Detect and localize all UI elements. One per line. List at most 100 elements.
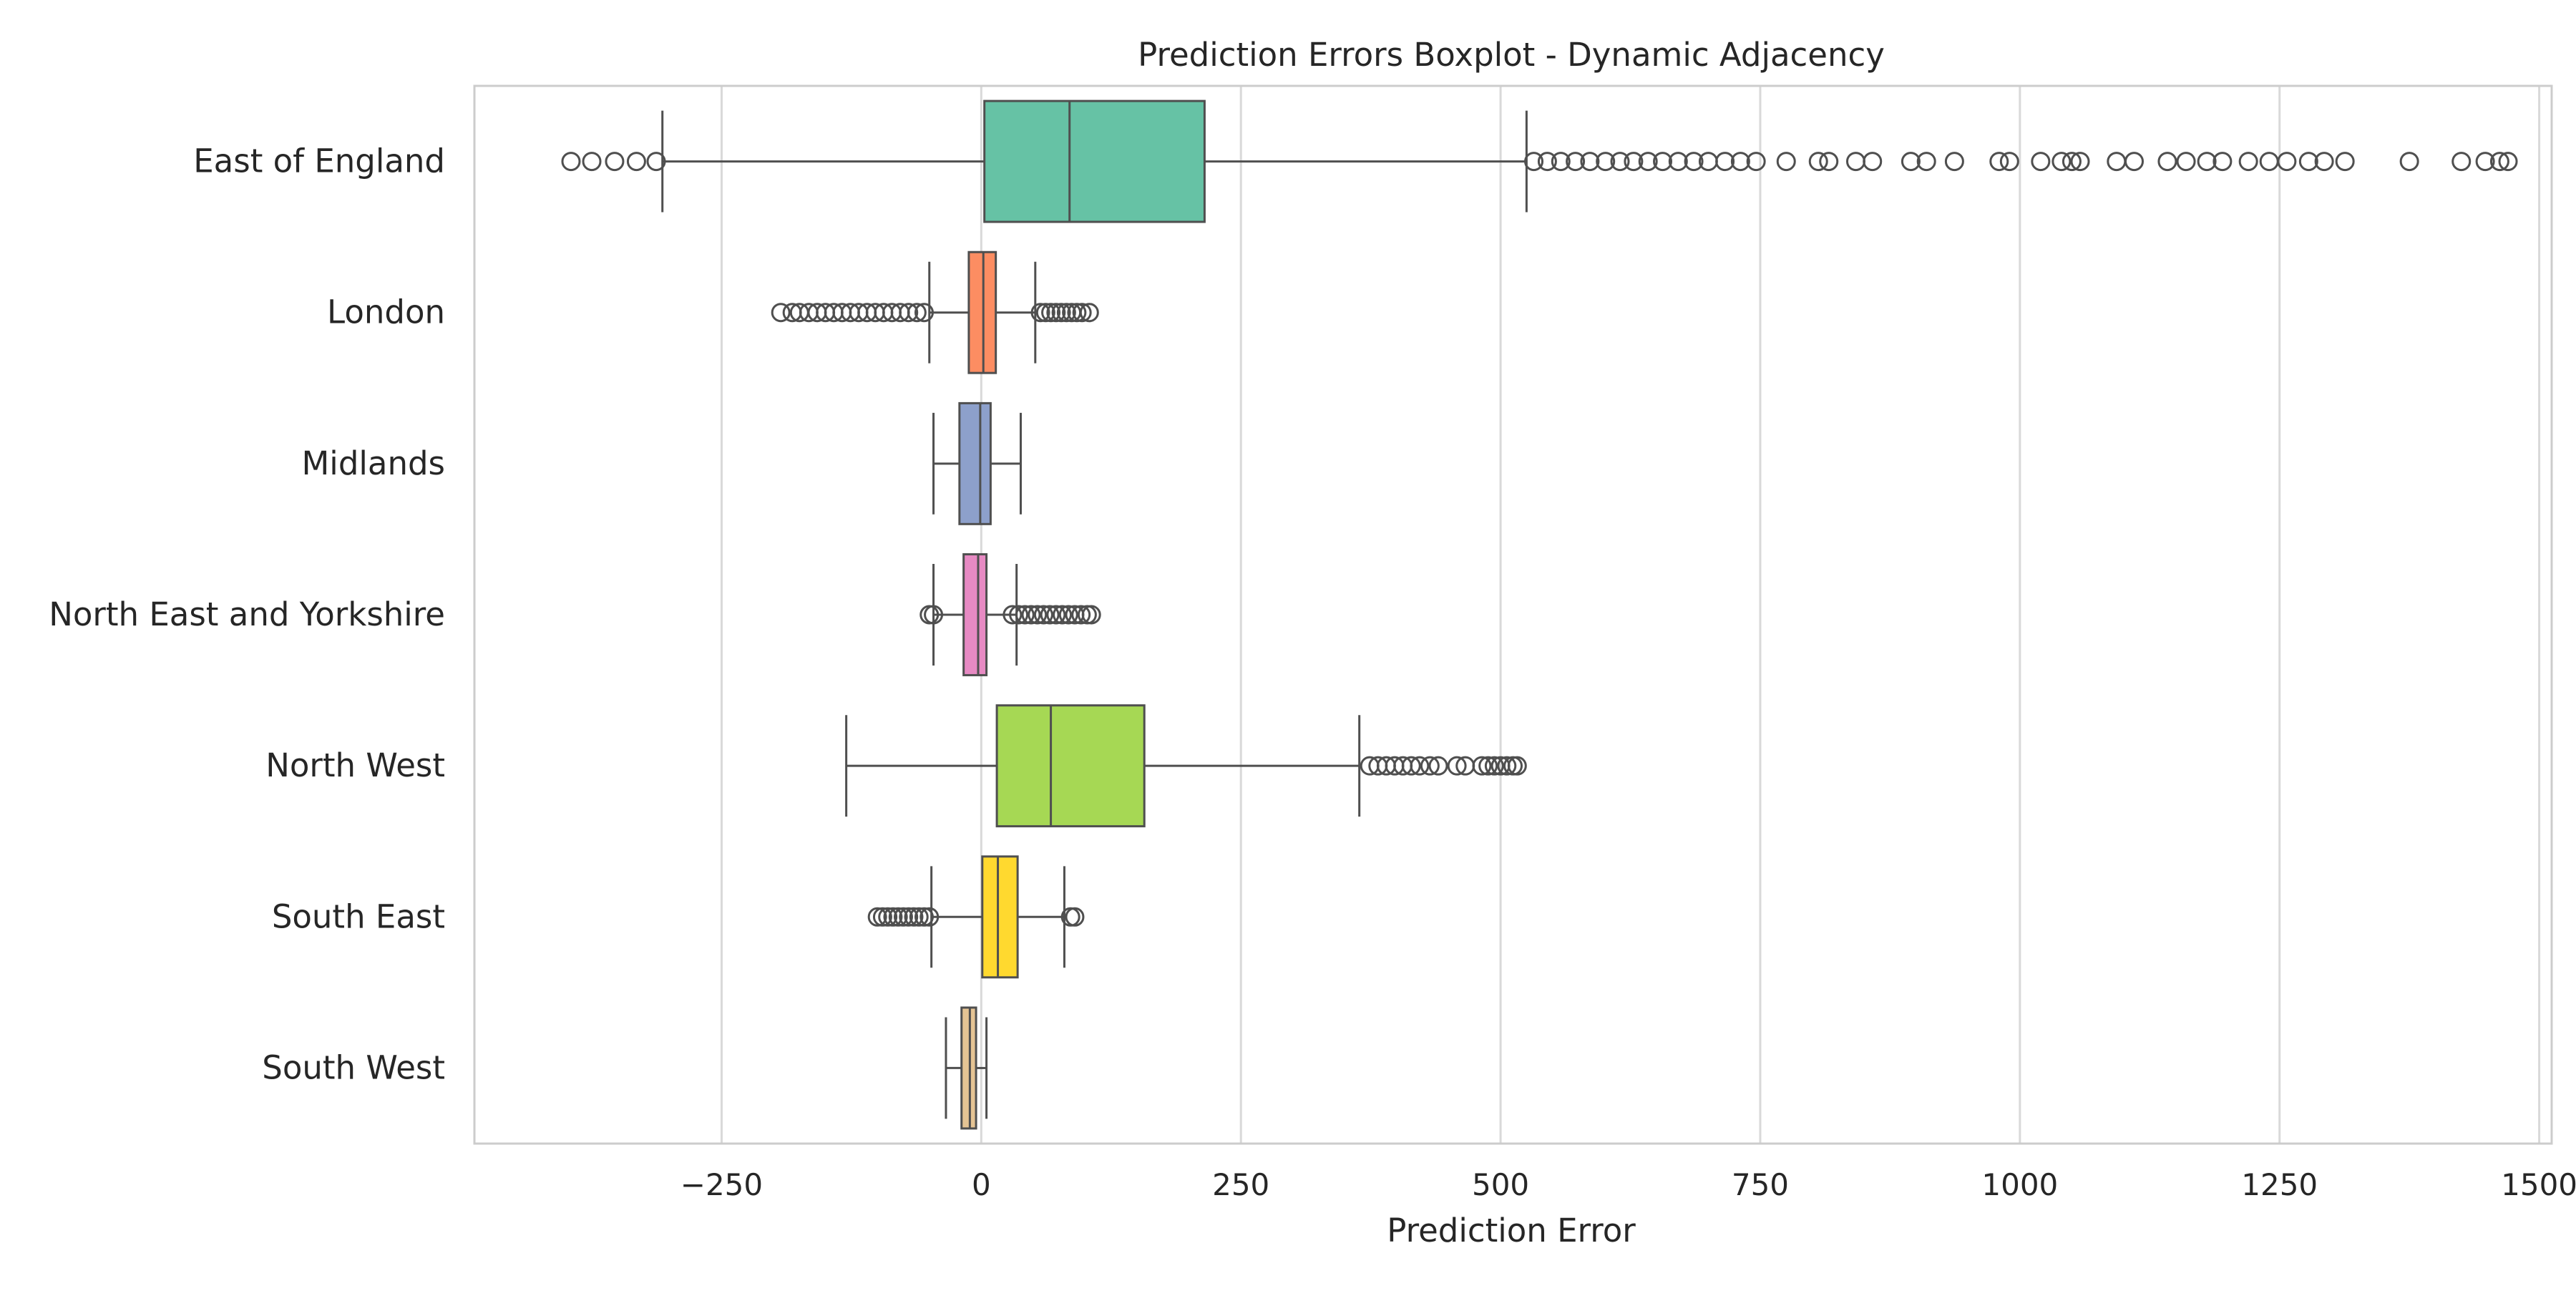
outlier-point: [1053, 605, 1073, 625]
box-iqr: [983, 99, 1206, 223]
outlier-point: [1028, 605, 1048, 625]
outlier-point: [1410, 756, 1430, 776]
outlier-point: [1002, 605, 1023, 625]
y-tick-label: North East and Yorkshire: [49, 595, 445, 633]
outlier-point: [1058, 605, 1078, 625]
outlier-point: [1610, 152, 1630, 172]
outlier-point: [1916, 152, 1936, 172]
outlier-point: [1447, 756, 1467, 776]
outlier-point: [1808, 152, 1828, 172]
x-tick-label: 1000: [1981, 1167, 2058, 1202]
outlier-point: [1596, 152, 1616, 172]
box-group: [867, 855, 1085, 979]
outlier-point: [1079, 303, 1099, 323]
outlier-point: [2298, 152, 2318, 172]
box-group: [945, 1006, 988, 1130]
y-tick-label: North West: [265, 746, 445, 784]
outlier-point: [867, 907, 887, 927]
outlier-point: [1067, 303, 1087, 323]
outlier-point: [1497, 756, 1517, 776]
box-layer: [561, 99, 2518, 1130]
outlier-point: [1009, 605, 1029, 625]
outlier-point: [2197, 152, 2217, 172]
outlier-point: [2157, 152, 2177, 172]
outlier-point: [1845, 152, 1865, 172]
outlier-point: [914, 907, 934, 927]
box-group: [845, 704, 1527, 828]
y-tick-label: East of England: [193, 142, 445, 180]
outlier-point: [1041, 303, 1061, 323]
outlier-point: [1819, 152, 1839, 172]
outlier-point: [561, 152, 581, 172]
outlier-point: [872, 907, 892, 927]
x-tick-label: 750: [1732, 1167, 1789, 1202]
y-tick-label: London: [327, 293, 445, 331]
outlier-point: [646, 152, 666, 172]
outlier-point: [907, 303, 927, 323]
box-iqr: [962, 553, 988, 676]
outlier-point: [1035, 303, 1055, 323]
outlier-point: [899, 907, 919, 927]
outlier-point: [1065, 907, 1085, 927]
outlier-point: [899, 303, 919, 323]
outlier-point: [2051, 152, 2072, 172]
outlier-point: [1944, 152, 1964, 172]
outlier-point: [883, 907, 903, 927]
outlier-point: [1730, 152, 1750, 172]
outlier-point: [2335, 152, 2355, 172]
outlier-point: [1684, 152, 1704, 172]
outlier-point: [1046, 605, 1066, 625]
outlier-point: [1580, 152, 1600, 172]
outlier-point: [1524, 152, 1544, 172]
outlier-point: [1056, 303, 1076, 323]
outlier-point: [1901, 152, 1921, 172]
outlier-point: [888, 907, 908, 927]
outlier-point: [2212, 152, 2233, 172]
outlier-point: [1537, 152, 1557, 172]
outlier-point: [2498, 152, 2518, 172]
box-iqr: [981, 855, 1019, 979]
outlier-point: [1021, 605, 1041, 625]
outlier-point: [1507, 756, 1527, 776]
outlier-point: [2107, 152, 2127, 172]
outlier-point: [605, 152, 625, 172]
box-group: [932, 401, 1022, 525]
outlier-point: [1428, 756, 1448, 776]
outlier-point: [1638, 152, 1658, 172]
y-tick-label: South West: [262, 1048, 445, 1086]
outlier-point: [1989, 152, 2009, 172]
outlier-point: [1472, 756, 1492, 776]
outlier-point: [909, 907, 929, 927]
x-tick-label: 500: [1472, 1167, 1529, 1202]
outlier-point: [2314, 152, 2334, 172]
outlier-point: [1715, 152, 1735, 172]
outlier-point: [1420, 756, 1440, 776]
outlier-point: [1566, 152, 1586, 172]
outlier-point: [1999, 152, 2019, 172]
x-tick-labels: −250 0 250 500 750 1000 1250 1500: [680, 1167, 2576, 1202]
outlier-point: [2238, 152, 2258, 172]
x-tick-label: −250: [680, 1167, 763, 1202]
outlier-point: [1033, 605, 1053, 625]
outlier-point: [1653, 152, 1673, 172]
outlier-point: [2451, 152, 2472, 172]
outlier-point: [1624, 152, 1644, 172]
x-tick-label: 250: [1212, 1167, 1269, 1202]
outlier-point: [1863, 152, 1883, 172]
outlier-point: [2124, 152, 2144, 172]
outlier-point: [1040, 605, 1060, 625]
outlier-point: [582, 152, 602, 172]
outlier-point: [1072, 303, 1092, 323]
outlier-point: [919, 907, 940, 927]
box-iqr: [958, 401, 992, 525]
outlier-point: [2070, 152, 2090, 172]
outlier-point: [1015, 605, 1035, 625]
plot-frame: [473, 84, 2553, 1145]
y-tick-labels: East of England London Midlands North East …: [49, 142, 445, 1087]
outlier-point: [1746, 152, 1766, 172]
outlier-point: [771, 303, 791, 323]
outlier-point: [893, 907, 913, 927]
outlier-point: [904, 907, 924, 927]
